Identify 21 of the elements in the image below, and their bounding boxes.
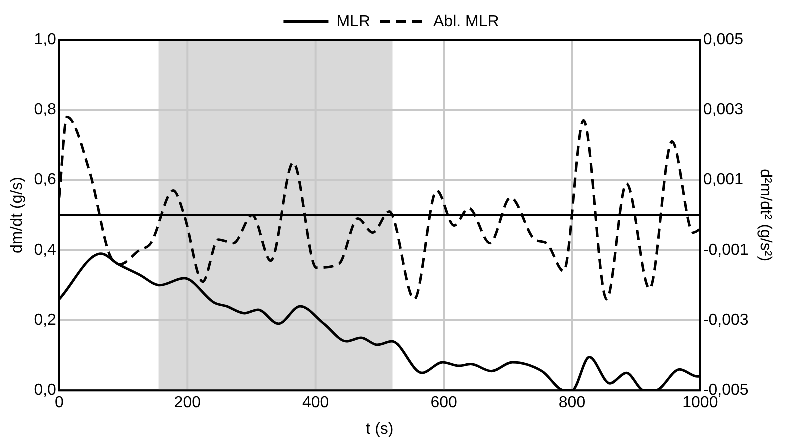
x-tick-label: 0	[54, 394, 64, 412]
legend-label: MLR	[336, 13, 370, 30]
x-tick-label: 800	[558, 394, 586, 412]
x-tick-label: 400	[302, 394, 330, 412]
y-axis-title: dm/dt (g/s)	[9, 177, 26, 254]
x-axis-title: t (s)	[366, 420, 394, 438]
y2-tick-label: 0,001	[703, 172, 744, 189]
y-tick-label: 0,0	[34, 382, 57, 400]
y2-tick-label: 0,003	[703, 102, 744, 119]
y-tick-label: 0,6	[34, 172, 57, 189]
y2-tick-label: -0,001	[703, 242, 749, 259]
y2-axis-title: d²m/dt² (g/s²)	[756, 169, 774, 262]
y2-tick-label: 0,005	[703, 31, 744, 48]
y-tick-label: 0,2	[34, 312, 57, 329]
y2-tick-label: -0,003	[703, 312, 749, 329]
y-tick-label: 0,4	[34, 242, 57, 259]
x-tick-label: 200	[174, 394, 202, 412]
legend-label: Abl. MLR	[433, 13, 500, 30]
y-tick-label: 0,8	[34, 102, 57, 119]
x-tick-label: 600	[430, 394, 458, 412]
y-tick-label: 1,0	[34, 31, 57, 48]
